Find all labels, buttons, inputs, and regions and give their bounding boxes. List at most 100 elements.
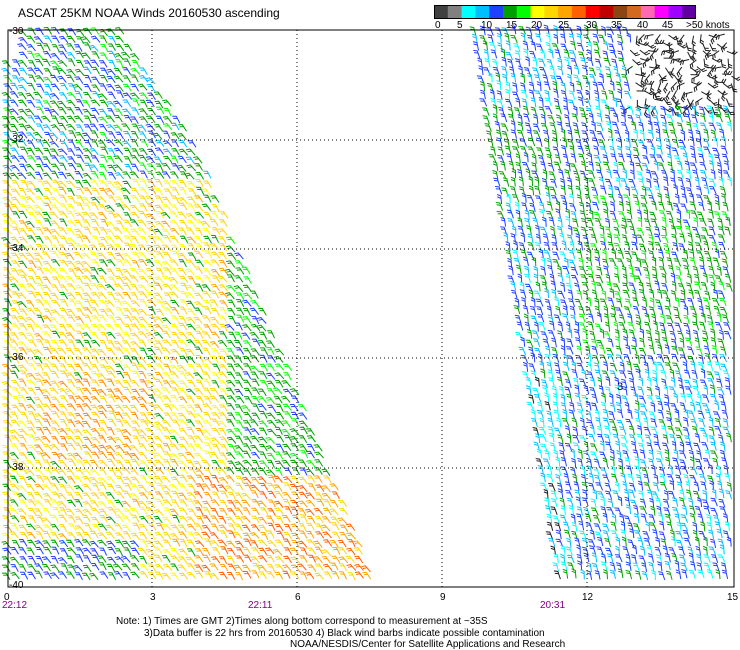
wind-barb [538,154,545,164]
wind-barb [721,457,728,467]
wind-barb [140,139,149,148]
wind-barb [99,83,108,92]
wind-barb [170,412,179,421]
wind-barb [210,437,220,445]
wind-barb [27,82,36,91]
wind-barb [640,411,648,420]
wind-barb [115,220,125,229]
wind-barb [655,458,664,467]
wind-barb [663,82,669,94]
wind-barb [42,524,53,532]
wind-barb [305,508,315,516]
wind-barb [619,361,625,372]
wind-barb [18,347,28,355]
wind-barb [627,114,635,124]
wind-barb [50,467,60,475]
wind-barb [250,540,259,548]
wind-barb [687,546,694,556]
colorbar-segment [668,5,683,19]
wind-barb [618,321,626,331]
wind-barb [43,26,53,35]
wind-barb [273,484,283,492]
wind-barb [91,84,101,92]
wind-barb [592,489,597,500]
wind-barb [562,568,569,579]
wind-barb [59,524,68,533]
wind-barb [90,291,101,300]
wind-barb [586,265,594,275]
wind-barb [121,515,131,523]
wind-barb [170,306,180,315]
wind-barb [627,409,633,419]
wind-barb [35,276,44,284]
wind-barb [655,395,663,405]
wind-barb [57,347,67,355]
wind-barb [704,449,711,460]
wind-barb [693,82,701,93]
wind-barb [72,564,83,572]
wind-barb [719,297,727,307]
wind-barb [533,266,539,276]
wind-barb [698,218,707,227]
wind-barb [539,66,547,76]
wind-barb [107,50,117,59]
wind-barb [67,28,77,36]
wind-barb [588,472,594,483]
wind-barb [696,466,705,475]
wind-barb [702,545,708,556]
wind-barb [179,219,188,228]
wind-barb [146,115,156,123]
wind-barb [26,379,37,387]
wind-barb [657,305,664,315]
wind-barb [123,212,132,221]
wind-barb [592,33,600,43]
wind-barb [665,456,671,467]
wind-barb [700,368,706,379]
wind-barb [107,164,117,173]
wind-barb [122,99,132,108]
wind-barb [591,280,596,291]
wind-barb [640,57,651,62]
wind-barb [161,317,172,325]
wind-barb [713,371,721,381]
wind-barb [617,568,624,579]
wind-barb [573,328,581,339]
wind-barb [636,209,642,220]
wind-barb [10,435,20,443]
wind-barb [594,323,602,333]
wind-barb [561,418,570,427]
wind-barb [161,523,172,531]
wind-barb [91,364,100,372]
wind-barb [250,355,260,363]
wind-barb [10,467,20,476]
wind-barb [144,419,155,428]
wind-barb [170,299,180,308]
wind-barb [613,161,619,172]
wind-barb [123,483,132,491]
wind-barb [66,499,76,507]
wind-barb [169,508,179,516]
wind-barb [99,52,109,61]
wind-barb [107,251,116,260]
wind-barb [557,321,564,332]
legend-label: 40 [637,20,649,31]
wind-barb [82,347,92,355]
wind-barb [275,515,284,524]
lat-label: -40 [9,580,24,591]
wind-barb [547,426,555,436]
wind-barb [17,43,27,51]
wind-barb [161,572,171,580]
wind-barb [663,401,671,411]
wind-barb [655,554,663,564]
wind-barb [27,387,37,396]
wind-barb [590,451,598,460]
wind-barb [74,284,85,292]
wind-barb [34,386,44,395]
wind-barb [608,184,613,196]
wind-barb [169,380,179,388]
wind-barb [154,491,164,499]
wind-barb [1,444,11,452]
wind-barb [123,508,133,517]
wind-barb [562,305,568,316]
wind-barb [607,241,615,251]
